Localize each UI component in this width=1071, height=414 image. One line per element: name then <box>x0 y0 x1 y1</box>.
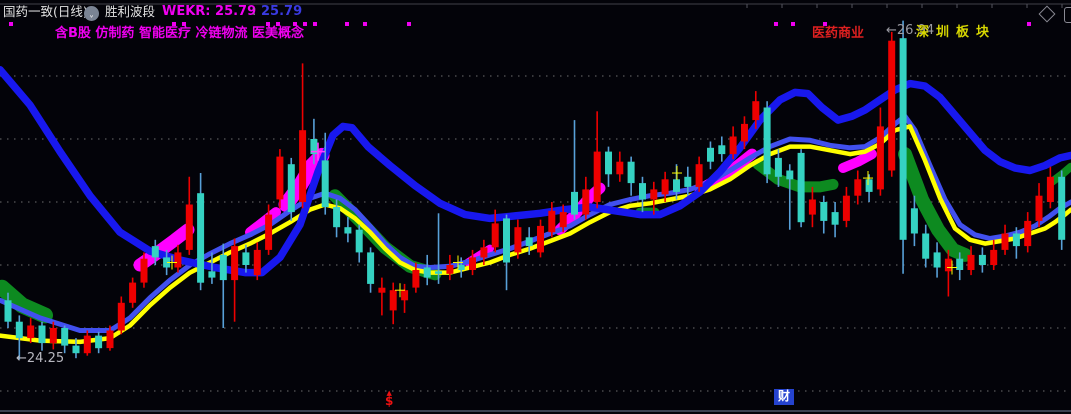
finance-news-badge[interactable]: 财 <box>774 389 795 406</box>
industry-tag[interactable]: 医药商业 <box>812 26 865 41</box>
high-price-annotation: ←26.94 <box>886 23 935 38</box>
indicator-value-wekr: WEKR: 25.79 <box>162 4 257 19</box>
low-price-annotation: ←24.25 <box>16 351 65 366</box>
indicator-name: 胜利波段 <box>105 4 156 19</box>
indicator-value-separator: : <box>252 4 257 19</box>
indicator-value-secondary: 25.79 <box>261 4 303 19</box>
board-tag[interactable]: 深圳板块 <box>916 25 997 40</box>
news-dollar-marker[interactable]: ▲ $ <box>385 389 394 408</box>
dollar-icon: $ <box>385 394 394 408</box>
concept-tags[interactable]: 含B股 仿制药 智能医疗 冷链物流 医美概念 <box>55 26 305 41</box>
chevron-down-icon[interactable]: ˬ <box>84 6 99 21</box>
window-tool-icon[interactable] <box>1064 7 1071 23</box>
stock-name: 国药一致(日线) <box>3 4 88 19</box>
triangle-up-icon: ▲ <box>386 389 392 397</box>
